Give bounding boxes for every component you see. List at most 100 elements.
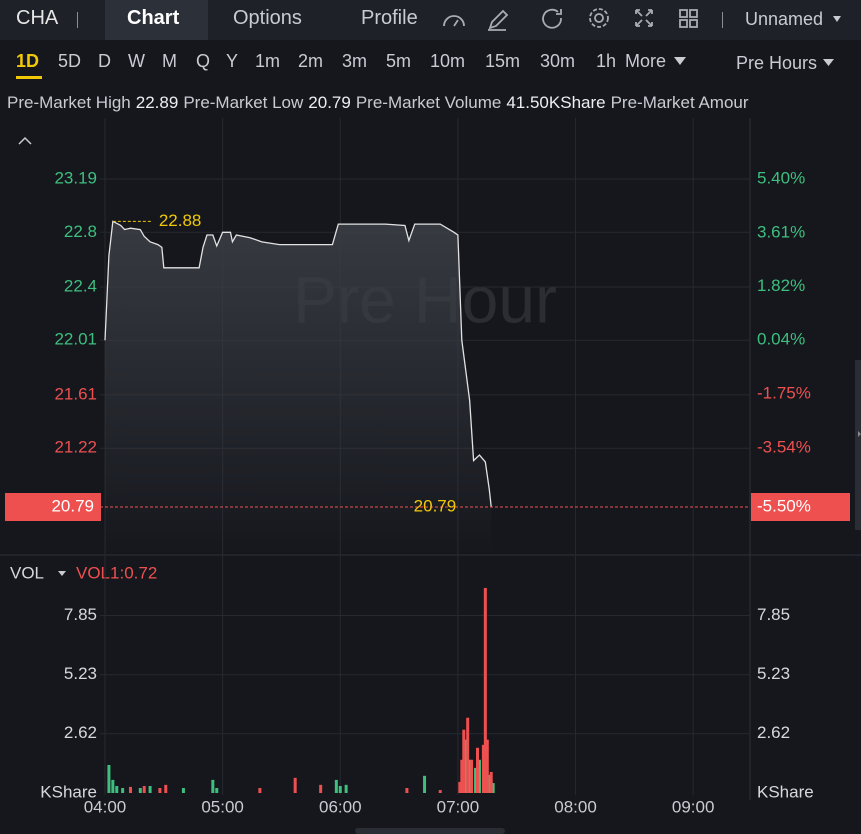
volume-bar: [115, 785, 119, 793]
volume-bar: [470, 759, 474, 793]
tab[interactable]: Chart: [127, 7, 180, 29]
volume-bar: [489, 771, 493, 793]
stat-value: 20.79: [308, 93, 351, 112]
stat-value: 22.89: [135, 93, 179, 112]
indicator-value: VOL1:0.72: [76, 563, 157, 582]
timeframe[interactable]: 1D: [16, 51, 40, 71]
y-tick-label: 23.19: [54, 168, 97, 187]
timeframe[interactable]: 5D: [58, 51, 82, 71]
y-tick-label: 22.8: [64, 222, 97, 241]
volume-bar: [111, 779, 115, 793]
session-select[interactable]: Pre Hours: [736, 53, 818, 73]
volume-bar: [148, 785, 152, 793]
timeframe[interactable]: 3m: [342, 51, 368, 71]
separator: [722, 12, 723, 28]
volume-bar: [462, 729, 466, 793]
side-tab[interactable]: [855, 360, 861, 530]
stat-label: Pre-Market Low: [183, 93, 304, 112]
timeframe[interactable]: More: [625, 51, 667, 71]
volume-bar: [344, 784, 348, 793]
volume-bar: [128, 786, 132, 793]
timeframe[interactable]: W: [128, 51, 145, 71]
timeframe[interactable]: D: [98, 51, 111, 71]
volume-bar: [487, 774, 491, 793]
x-tick-label: 07:00: [437, 797, 480, 816]
scrollbar[interactable]: [355, 828, 505, 834]
volume-bar: [438, 790, 442, 793]
volume-bar: [458, 781, 462, 793]
timeframe[interactable]: Q: [196, 51, 211, 71]
dropdown-arrow: [674, 57, 686, 65]
indicator-name[interactable]: VOL: [10, 563, 44, 582]
y-tick-label: 21.22: [54, 438, 97, 457]
volume-bar: [474, 767, 478, 793]
active-tab-bg: [105, 0, 208, 40]
volume-bar: [107, 764, 111, 793]
y-tick-label: 21.61: [54, 384, 97, 403]
unit-label: KShare: [757, 782, 814, 801]
volume-bar: [258, 788, 262, 793]
timeframe[interactable]: Y: [226, 51, 239, 71]
symbol[interactable]: CHA: [16, 7, 59, 29]
settings-gear: [589, 8, 609, 28]
layout-icon[interactable]: [679, 9, 688, 18]
volume-bar: [142, 785, 146, 793]
side-tab-arrow: [858, 431, 861, 437]
volume-bar: [121, 788, 125, 793]
timeframe[interactable]: 15m: [485, 51, 521, 71]
volume-bar: [466, 717, 470, 793]
volume-bar: [460, 759, 464, 793]
volume-bar: [211, 779, 215, 793]
collapse-arrow[interactable]: [18, 136, 32, 145]
fullscreen-icon[interactable]: [635, 9, 653, 27]
x-tick-label: 06:00: [319, 797, 362, 816]
separator: [77, 12, 78, 28]
volume-bar: [334, 779, 338, 793]
volume-bar: [468, 759, 472, 793]
stat-value: 41.50KShare: [506, 93, 606, 112]
timeframe[interactable]: 10m: [430, 51, 466, 71]
y2-tick-label: 7.85: [757, 605, 790, 624]
volume-bar: [481, 744, 485, 793]
volume-bar: [158, 788, 162, 793]
y2-tick-label: -3.54%: [757, 437, 811, 456]
toolbar: CHA Chart Options Profile Unnamed: [0, 0, 861, 40]
timeframe[interactable]: M: [162, 51, 177, 71]
y-tick-label: 22.01: [54, 330, 97, 349]
unit-label: KShare: [40, 782, 97, 801]
y-tick-label: 5.23: [64, 664, 97, 683]
stat-label: Pre-Market High: [7, 93, 131, 112]
settings-icon[interactable]: [594, 13, 604, 23]
draw-icon[interactable]: [488, 9, 509, 31]
timeframe[interactable]: 1m: [255, 51, 281, 71]
timeframe[interactable]: 2m: [298, 51, 324, 71]
timeframe[interactable]: 5m: [386, 51, 412, 71]
stats-bar: Pre-Market High 22.89 Pre-Market Low 20.79 P…: [7, 93, 853, 113]
timeframe[interactable]: 1h: [596, 51, 617, 71]
tab[interactable]: Options: [233, 7, 302, 29]
stat-label: Pre-Market Volume: [355, 93, 502, 112]
volume-bar: [477, 759, 481, 793]
volume-bar: [215, 788, 219, 793]
dropdown-arrow: [833, 16, 841, 22]
layout-icon-part: [689, 9, 698, 18]
volume-bar: [138, 788, 142, 793]
volume-bar: [483, 587, 487, 793]
current-price: 20.79: [51, 496, 94, 515]
y2-tick-label: 5.23: [757, 664, 790, 683]
volume-bar: [338, 785, 342, 793]
gauge-icon[interactable]: [443, 15, 465, 27]
price-box: [5, 493, 101, 522]
active-underline: [16, 76, 42, 79]
timeframe[interactable]: 30m: [540, 51, 576, 71]
high-label: 22.88: [159, 211, 202, 230]
x-tick-label: 05:00: [201, 797, 244, 816]
gauge-needle: [453, 19, 459, 27]
refresh-icon[interactable]: [542, 8, 562, 29]
y-tick-label: 2.62: [64, 723, 97, 742]
layout-name[interactable]: Unnamed: [745, 9, 824, 29]
tab[interactable]: Profile: [361, 7, 418, 29]
y2-tick-label: 2.62: [757, 723, 790, 742]
volume-bar: [423, 775, 427, 793]
